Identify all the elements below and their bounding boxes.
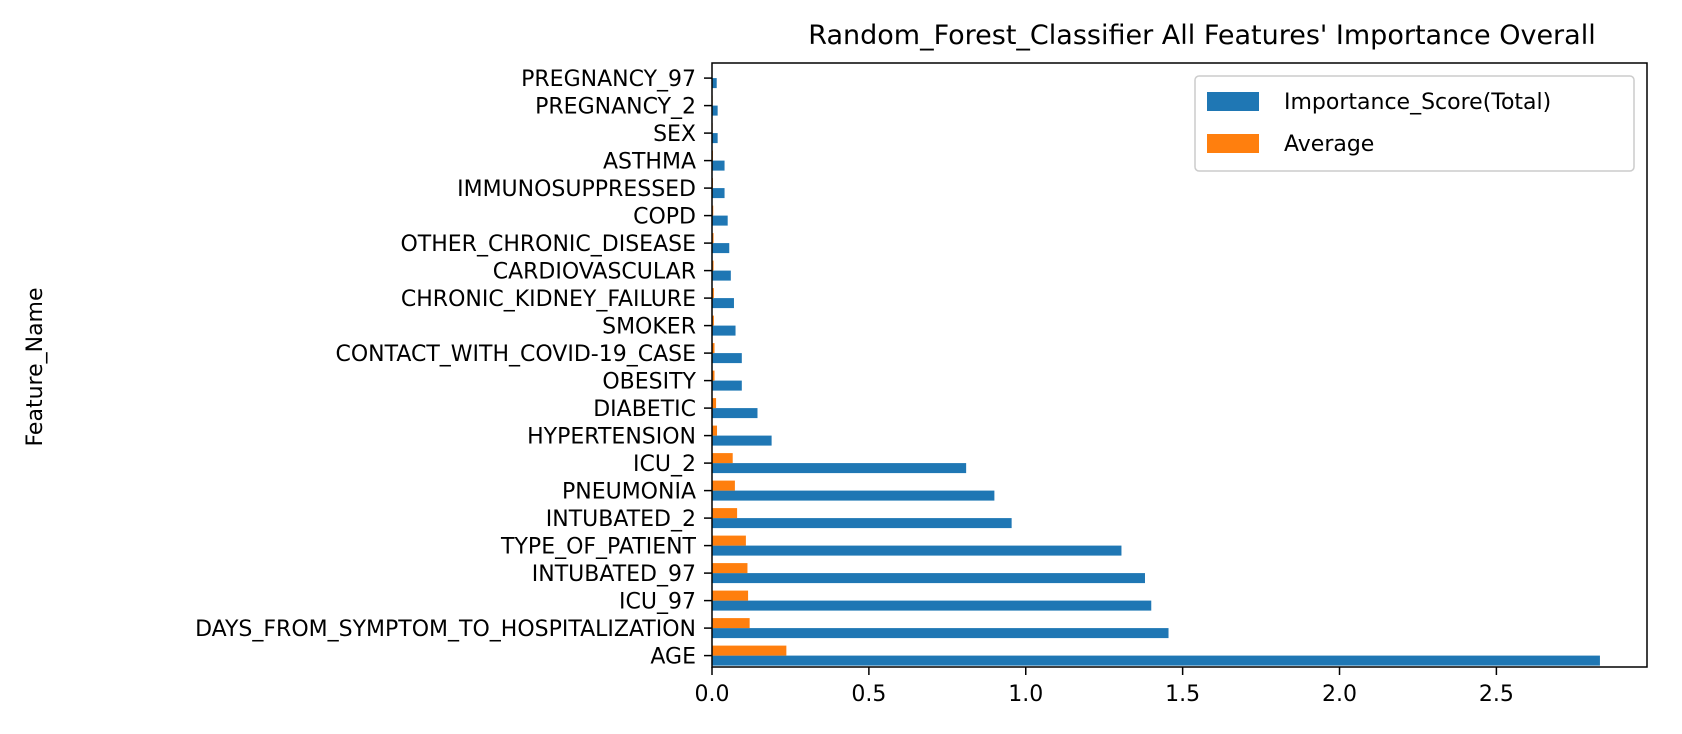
- bar-importance-icu-97: [712, 600, 1152, 611]
- bar-average-chronic-kidney-failure: [712, 288, 714, 299]
- y-tick-label-type-of-patient: TYPE_OF_PATIENT: [500, 535, 697, 560]
- x-tick-label: 1.0: [1008, 682, 1043, 707]
- y-tick-label-intubated-2: INTUBATED_2: [546, 507, 696, 532]
- y-tick-label-pneumonia: PNEUMONIA: [562, 480, 696, 505]
- legend-label-average: Average: [1284, 132, 1374, 157]
- x-axis-ticks: 0.0 0.5 1.0 1.5 2.0 2.5: [695, 667, 1514, 707]
- legend-label-importance: Importance_Score(Total): [1284, 90, 1551, 115]
- bar-importance-intubated-97: [712, 573, 1145, 584]
- y-tick-label-copd: COPD: [633, 205, 696, 230]
- x-tick-label: 2.5: [1479, 682, 1514, 707]
- y-tick-label-other-chronic-disease: OTHER_CHRONIC_DISEASE: [400, 232, 696, 257]
- bar-importance-diabetic: [712, 408, 758, 419]
- y-axis-ticks: AGEDAYS_FROM_SYMPTOM_TO_HOSPITALIZATIONI…: [195, 67, 712, 670]
- bar-average-intubated-97: [712, 563, 748, 574]
- y-tick-label-cardiovascular: CARDIOVASCULAR: [493, 260, 696, 285]
- bar-importance-smoker: [712, 325, 736, 336]
- bar-average-days-from-symptom-to-hospitalization: [712, 618, 750, 629]
- y-tick-label-smoker: SMOKER: [602, 315, 696, 340]
- bar-average-intubated-2: [712, 508, 738, 519]
- y-tick-label-pregnancy-2: PREGNANCY_2: [535, 95, 696, 120]
- y-tick-label-days-from-symptom-to-hospitalization: DAYS_FROM_SYMPTOM_TO_HOSPITALIZATION: [195, 617, 696, 642]
- bar-importance-sex: [712, 133, 718, 144]
- bar-average-other-chronic-disease: [712, 233, 714, 244]
- y-tick-label-icu-97: ICU_97: [619, 590, 696, 615]
- plot-frame: [711, 62, 1648, 668]
- bar-average-hypertension: [712, 425, 718, 436]
- x-tick-label: 2.0: [1322, 682, 1357, 707]
- y-tick-label-pregnancy-97: PREGNANCY_97: [521, 67, 696, 92]
- bar-importance-obesity: [712, 380, 742, 391]
- y-tick-label-asthma: ASTHMA: [603, 150, 696, 175]
- bar-average-cardiovascular: [712, 260, 714, 271]
- legend-swatch-importance: [1207, 92, 1259, 111]
- bar-average-icu-97: [712, 590, 749, 601]
- chart-title: Random_Forest_Classifier All Features' I…: [808, 20, 1595, 51]
- x-tick-label: 1.5: [1165, 682, 1200, 707]
- y-tick-label-obesity: OBESITY: [602, 370, 696, 395]
- y-tick-label-chronic-kidney-failure: CHRONIC_KIDNEY_FAILURE: [401, 287, 696, 312]
- x-tick-label: 0.0: [695, 682, 730, 707]
- legend-box: [1194, 75, 1635, 172]
- bar-average-smoker: [712, 315, 714, 326]
- bar-importance-pregnancy-2: [712, 105, 718, 116]
- x-tick-label: 0.5: [851, 682, 886, 707]
- bar-average-age: [712, 645, 787, 656]
- bar-importance-type-of-patient: [712, 545, 1122, 556]
- legend: Importance_Score(Total) Average: [1194, 75, 1635, 172]
- y-tick-label-age: AGE: [650, 645, 696, 670]
- bar-importance-other-chronic-disease: [712, 243, 730, 254]
- y-tick-label-icu-2: ICU_2: [633, 452, 696, 477]
- bar-importance-age: [712, 655, 1600, 666]
- bar-importance-copd: [712, 215, 728, 226]
- y-tick-label-contact-with-covid-19-case: CONTACT_WITH_COVID-19_CASE: [335, 342, 696, 367]
- bar-average-pneumonia: [712, 480, 735, 491]
- bar-importance-days-from-symptom-to-hospitalization: [712, 628, 1169, 639]
- bar-importance-icu-2: [712, 463, 967, 474]
- bar-average-contact-with-covid-19-case: [712, 343, 715, 354]
- bar-average-diabetic: [712, 398, 717, 409]
- legend-swatch-average: [1207, 134, 1259, 153]
- bar-average-obesity: [712, 370, 715, 381]
- y-tick-label-sex: SEX: [653, 122, 696, 147]
- bar-importance-contact-with-covid-19-case: [712, 353, 742, 364]
- y-tick-label-hypertension: HYPERTENSION: [527, 425, 696, 450]
- bars-group: [712, 68, 1600, 666]
- y-axis-label: Feature_Name: [23, 287, 48, 446]
- y-tick-label-immunosuppressed: IMMUNOSUPPRESSED: [457, 177, 696, 202]
- bar-importance-immunosuppressed: [712, 188, 725, 199]
- bar-importance-intubated-2: [712, 518, 1012, 529]
- bar-importance-pregnancy-97: [712, 78, 717, 89]
- bar-average-type-of-patient: [712, 535, 746, 546]
- bar-importance-cardiovascular: [712, 270, 731, 281]
- y-tick-label-intubated-97: INTUBATED_97: [532, 562, 696, 587]
- y-tick-label-diabetic: DIABETIC: [593, 397, 696, 422]
- bar-importance-pneumonia: [712, 490, 995, 501]
- bar-importance-hypertension: [712, 435, 772, 446]
- bar-importance-chronic-kidney-failure: [712, 298, 734, 309]
- bar-importance-asthma: [712, 160, 725, 171]
- bar-average-icu-2: [712, 453, 733, 464]
